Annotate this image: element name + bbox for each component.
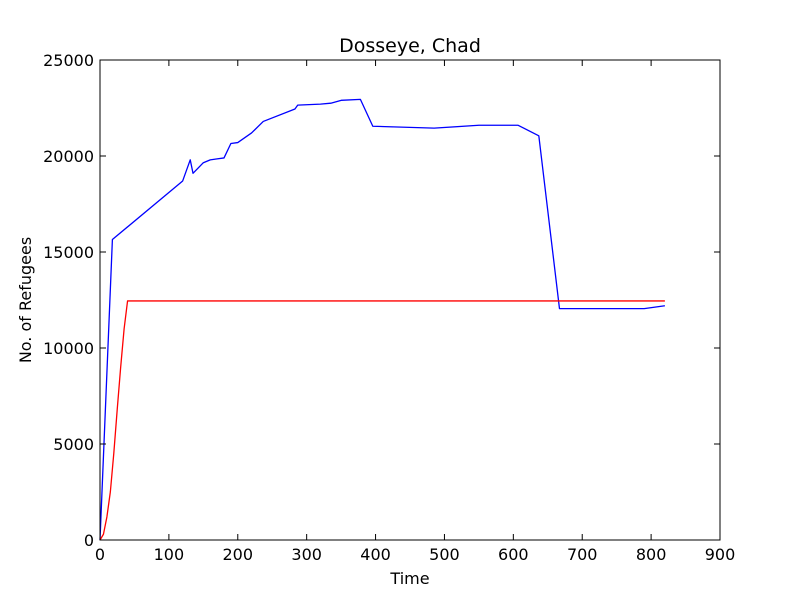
series-layer — [99, 98, 665, 541]
plot-frame — [99, 59, 721, 541]
x-tick-label: 600 — [498, 545, 529, 564]
y-tick-label: 10000 — [43, 339, 94, 358]
tick-layer: 0 100 200 300 400 500 600 700 800 900 0 5000 10000 15… — [43, 51, 735, 564]
x-tick-label: 700 — [567, 545, 598, 564]
x-tick-label: 100 — [154, 545, 185, 564]
series-line-1 — [99, 98, 665, 541]
series-line-2 — [99, 300, 665, 541]
x-tick-label: 800 — [636, 545, 667, 564]
y-tick-label: 20000 — [43, 147, 94, 166]
x-tick-label: 200 — [223, 545, 254, 564]
y-axis-title: No. of Refugees — [16, 237, 35, 363]
y-tick-label: 0 — [84, 531, 94, 550]
y-tick-label: 5000 — [53, 435, 94, 454]
y-tick-label: 15000 — [43, 243, 94, 262]
x-tick-label: 500 — [429, 545, 460, 564]
x-axis-title: Time — [389, 569, 429, 588]
chart-title: Dosseye, Chad — [339, 35, 481, 57]
x-tick-label: 300 — [291, 545, 322, 564]
x-tick-label: 900 — [705, 545, 736, 564]
x-tick-label: 0 — [95, 545, 105, 564]
x-tick-label: 400 — [360, 545, 391, 564]
y-tick-label: 25000 — [43, 51, 94, 70]
